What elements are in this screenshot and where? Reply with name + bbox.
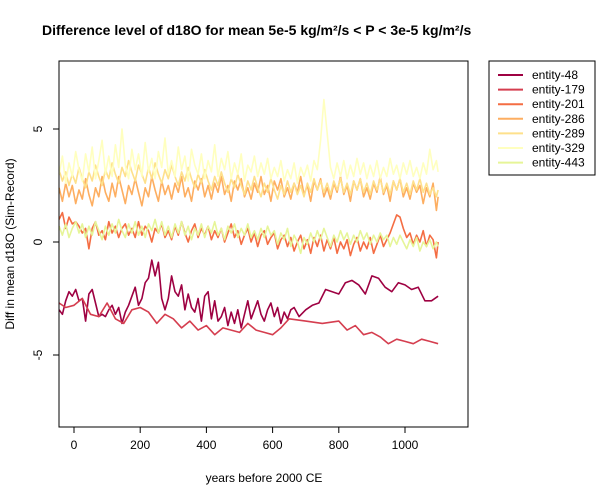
legend-label-entity-329: entity-329 <box>532 141 585 155</box>
series-layer <box>58 98 439 345</box>
series-line-entity-201 <box>58 211 439 259</box>
series-line-entity-329 <box>58 98 439 184</box>
legend-label-entity-443: entity-443 <box>532 156 585 170</box>
legend-label-entity-179: entity-179 <box>532 83 585 97</box>
series-line-entity-179 <box>58 297 439 345</box>
x-tick-label: 400 <box>196 438 216 452</box>
x-axis-label: years before 2000 CE <box>206 471 323 485</box>
series-line-entity-48 <box>58 259 439 329</box>
y-tick-label: -5 <box>31 349 45 360</box>
plot-frame <box>58 60 469 428</box>
x-tick-label: 800 <box>329 438 349 452</box>
y-tick-label: 0 <box>31 238 45 245</box>
legend-label-entity-289: entity-289 <box>532 126 585 140</box>
x-tick-label: 0 <box>71 438 78 452</box>
x-tick-label: 600 <box>263 438 283 452</box>
y-tick-label: 5 <box>31 125 45 132</box>
legend: entity-48entity-179entity-201entity-286e… <box>488 60 596 176</box>
legend-label-entity-48: entity-48 <box>532 68 578 82</box>
legend-label-entity-286: entity-286 <box>532 112 585 126</box>
series-line-entity-286 <box>58 175 439 212</box>
x-tick-label: 1000 <box>392 438 419 452</box>
series-line-entity-289 <box>58 159 439 200</box>
x-tick-label: 200 <box>130 438 150 452</box>
y-axis-label: Diff in mean d18O (Sim-Record) <box>3 158 17 329</box>
chart-title: Difference level of d18O for mean 5e-5 k… <box>42 22 471 38</box>
x-axis: 0 200 400 600 800 1000 <box>71 427 419 452</box>
series-line-entity-443 <box>58 218 439 255</box>
legend-label-entity-201: entity-201 <box>532 97 585 111</box>
y-axis: -5 0 5 <box>31 125 59 360</box>
